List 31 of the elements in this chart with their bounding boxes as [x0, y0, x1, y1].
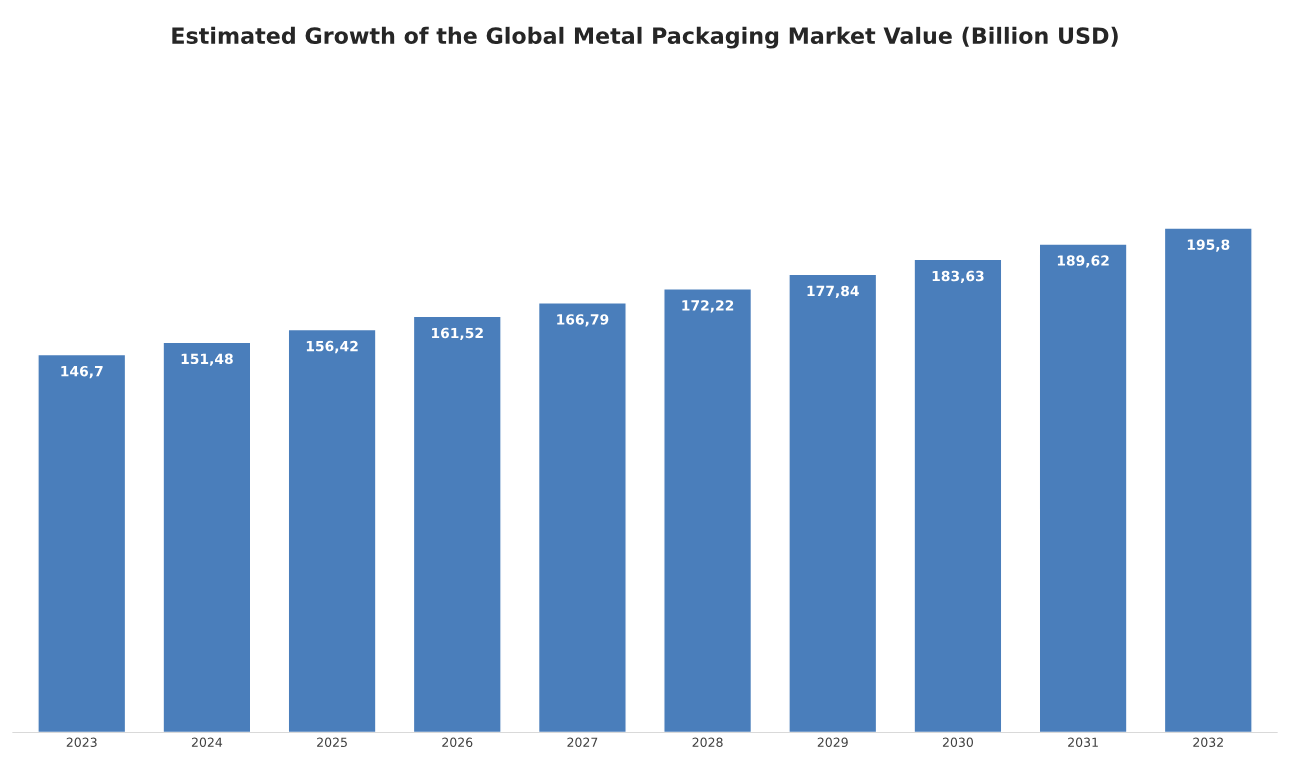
data-label: 156,42	[306, 340, 358, 354]
x-tick-label: 2029	[817, 737, 848, 748]
x-tick-label: 2023	[66, 737, 97, 748]
x-tick-label: 2025	[317, 737, 347, 748]
data-label: 189,62	[1057, 255, 1109, 268]
x-tick-label: 2028	[692, 737, 723, 748]
data-label: 172,22	[682, 300, 734, 313]
bar	[1163, 227, 1253, 733]
bar	[788, 273, 878, 733]
x-tick-label: 2027	[567, 737, 598, 748]
x-tick-label: 2026	[442, 737, 473, 748]
bar	[287, 328, 377, 733]
data-label: 177,84	[807, 285, 859, 298]
bar	[162, 341, 252, 733]
x-tick-label: 2031	[1068, 737, 1098, 748]
x-tick-label: 2030	[942, 737, 973, 748]
bar	[412, 315, 502, 733]
data-label: 161,52	[432, 327, 483, 340]
bar	[537, 302, 627, 733]
x-tick-label: 2032	[1193, 737, 1223, 748]
data-label: 195,8	[1187, 239, 1230, 252]
x-tick-label: 2024	[191, 737, 223, 748]
bar	[37, 353, 127, 733]
data-label: 166,79	[557, 314, 609, 327]
data-label: 151,48	[181, 353, 233, 366]
chart-title: Estimated Growth of the Global Metal Packaging Market Value (Billion USD)	[172, 26, 1118, 49]
bar	[663, 288, 753, 733]
bar	[913, 258, 1003, 733]
data-label: 146,7	[61, 365, 103, 379]
bar	[1038, 243, 1128, 733]
data-label: 183,63	[932, 270, 984, 284]
